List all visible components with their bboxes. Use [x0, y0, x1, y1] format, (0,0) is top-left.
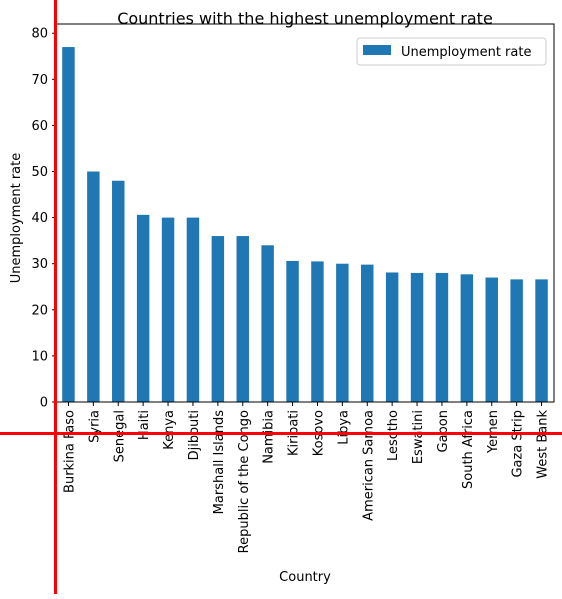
bar	[311, 261, 324, 402]
bar	[186, 217, 200, 402]
bars-layer	[62, 47, 548, 403]
bar	[161, 217, 175, 402]
x-tick-label: Marshall Islands	[212, 410, 227, 515]
y-tick-label: 80	[31, 27, 48, 42]
x-tick-label: Kenya	[162, 410, 177, 450]
x-tick-label: West Bank	[536, 410, 551, 479]
x-tick-label: South Africa	[461, 410, 476, 489]
bar	[485, 277, 498, 402]
y-tick-label: 30	[31, 257, 48, 272]
x-tick-label: Syria	[87, 410, 102, 443]
bar	[410, 272, 424, 402]
chart-title: Countries with the highest unemployment …	[117, 9, 493, 28]
bar	[261, 245, 274, 402]
x-tick-label: Eswatini	[411, 410, 426, 464]
x-tick-label: American Samoa	[361, 410, 376, 521]
legend-swatch	[363, 45, 391, 55]
bar	[236, 236, 249, 402]
bar	[62, 47, 75, 403]
bar	[385, 272, 399, 402]
y-tick-label: 70	[31, 73, 48, 88]
bar	[361, 264, 374, 402]
y-tick-label: 50	[31, 165, 48, 180]
bar	[435, 272, 449, 402]
bar	[336, 263, 349, 402]
x-tick-label: Haiti	[137, 410, 152, 440]
legend-label: Unemployment rate	[401, 45, 531, 60]
x-tick-label: Republic of the Congo	[237, 410, 252, 553]
y-axis-label: Unemployment rate	[9, 153, 24, 283]
bar	[87, 171, 100, 402]
bar	[112, 180, 125, 402]
bar	[286, 260, 299, 402]
x-tick-label: Senegal	[112, 410, 127, 462]
legend: Unemployment rate	[356, 37, 547, 66]
plot-frame	[55, 23, 555, 403]
y-tick-label: 40	[31, 211, 48, 226]
x-tick-label: Gabon	[436, 410, 451, 453]
x-axis-label: Country	[279, 570, 331, 585]
bar	[510, 279, 523, 402]
y-tick-label: 0	[40, 396, 48, 411]
y-tick-label: 10	[31, 349, 48, 364]
x-tick-label: Gaza Strip	[511, 410, 526, 478]
y-axis: 0 10 20 30 40 50 60 70 80	[31, 27, 56, 411]
x-axis: Burkina Faso Syria Senegal Haiti Kenya Djibou…	[62, 402, 551, 553]
vertical-marker-line	[54, 0, 57, 594]
x-tick-label: Libya	[336, 410, 351, 445]
bar	[535, 279, 548, 402]
y-tick-label: 60	[31, 119, 48, 134]
bar	[211, 236, 225, 402]
y-tick-label: 20	[31, 303, 48, 318]
bar	[136, 214, 150, 402]
bar	[460, 274, 474, 402]
x-tick-label: Namibia	[262, 410, 277, 464]
x-tick-label: Burkina Faso	[62, 410, 77, 493]
x-tick-label: Lesotho	[386, 410, 401, 461]
x-tick-label: Djibouti	[187, 410, 202, 460]
legend-box	[356, 37, 547, 66]
horizontal-marker-line	[0, 432, 562, 435]
